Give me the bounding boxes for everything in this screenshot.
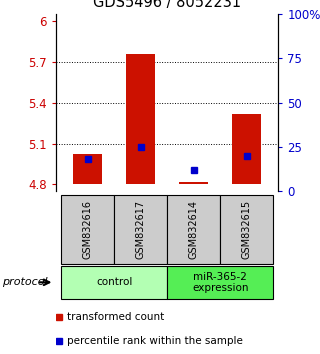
Bar [220, 195, 273, 264]
Title: GDS5496 / 8052231: GDS5496 / 8052231 [93, 0, 241, 10]
Text: GSM832616: GSM832616 [83, 200, 93, 259]
Text: GSM832614: GSM832614 [189, 200, 199, 259]
Bar [61, 266, 167, 299]
Bar [179, 182, 208, 184]
Text: control: control [96, 277, 132, 287]
Text: GSM832615: GSM832615 [242, 200, 252, 259]
Text: percentile rank within the sample: percentile rank within the sample [67, 336, 243, 346]
Text: GSM832617: GSM832617 [136, 200, 146, 259]
Text: transformed count: transformed count [67, 312, 164, 322]
Bar [167, 266, 273, 299]
Bar [114, 195, 167, 264]
Bar [73, 154, 102, 184]
Bar [61, 195, 114, 264]
Bar [167, 195, 220, 264]
Text: miR-365-2
expression: miR-365-2 expression [192, 272, 248, 293]
Text: protocol: protocol [2, 277, 47, 287]
Bar [232, 114, 261, 184]
Bar [126, 54, 155, 184]
